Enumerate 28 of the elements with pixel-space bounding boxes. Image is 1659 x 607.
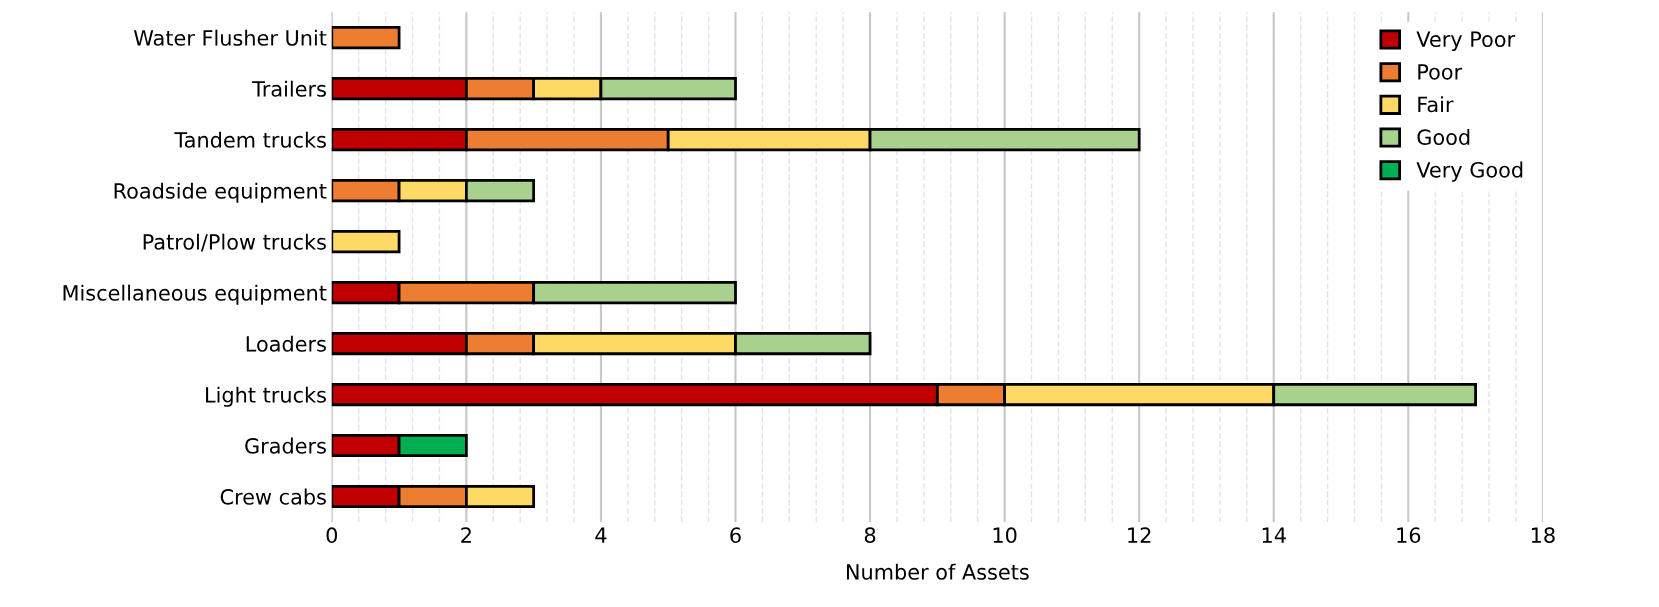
y-tick-label: Miscellaneous equipment bbox=[63, 284, 327, 305]
legend-label: Very Poor bbox=[1416, 31, 1516, 52]
bar bbox=[331, 26, 401, 50]
y-tick-label: Crew cabs bbox=[220, 488, 326, 505]
y-tick-label: Graders bbox=[245, 437, 326, 454]
x-axis-title: Number of Assets bbox=[846, 563, 1029, 580]
bar bbox=[331, 230, 401, 254]
y-tick-label: Trailers bbox=[252, 80, 326, 97]
y-tick-label: Tandem trucks bbox=[174, 131, 326, 148]
x-tick-label: 18 bbox=[1531, 527, 1555, 544]
x-tick-label: 12 bbox=[1128, 527, 1151, 543]
y-tick-label: Roadside equipment bbox=[114, 182, 327, 203]
x-tick-label: 2 bbox=[461, 527, 471, 543]
y-tick-label: Patrol/Plow trucks bbox=[143, 233, 326, 252]
legend-label: Fair bbox=[1418, 96, 1454, 113]
x-tick-label: 6 bbox=[730, 527, 741, 544]
x-tick-label: 0 bbox=[326, 527, 338, 544]
legend-label: Good bbox=[1417, 128, 1470, 146]
y-tick-label: Loaders bbox=[246, 335, 326, 352]
x-tick-label: 4 bbox=[595, 527, 607, 543]
x-tick-label: 16 bbox=[1397, 527, 1421, 544]
x-tick-label: 8 bbox=[864, 527, 876, 544]
legend-label: Very Good bbox=[1416, 161, 1523, 182]
legend-label: Poor bbox=[1418, 64, 1463, 80]
x-tick-label: 10 bbox=[993, 527, 1017, 544]
y-tick-label: Light trucks bbox=[206, 386, 326, 407]
y-tick-label: Water Flusher Unit bbox=[133, 29, 327, 46]
x-tick-label: 14 bbox=[1262, 527, 1286, 543]
